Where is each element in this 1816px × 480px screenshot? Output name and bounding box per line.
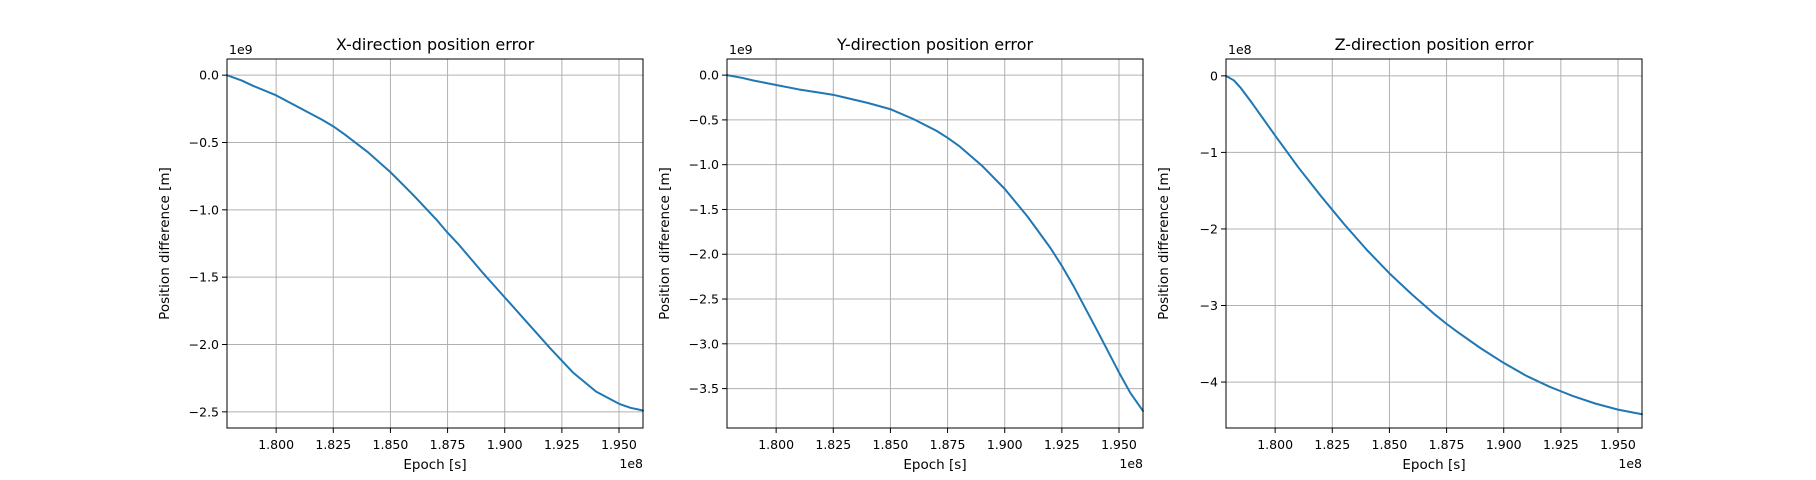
x-tick-label: 1.850	[373, 437, 409, 452]
x-tick-label: 1.875	[430, 437, 466, 452]
y-axis-label: Position difference [m]	[157, 167, 173, 320]
series-line	[226, 74, 644, 412]
x-tick-label: 1.900	[987, 437, 1023, 452]
y-tick-label: −1	[1200, 145, 1218, 160]
subplot-3: 1.800 1.825 1.850 1.875 1.900 1.925 1.950 0 −1 −2…	[1156, 35, 1643, 473]
x-tick-label: 1.875	[930, 437, 966, 452]
y-offset-text: 1e9	[229, 42, 253, 57]
y-offset-text: 1e9	[729, 42, 753, 57]
series-line	[726, 74, 1144, 412]
y-tick-label: 0	[1210, 68, 1218, 83]
x-offset-text: 1e8	[1618, 456, 1642, 471]
y-tick-label: −2.5	[189, 404, 219, 419]
y-tick-label: −1.0	[689, 157, 719, 172]
x-tick-label: 1.900	[1486, 437, 1522, 452]
y-tick-label: −3	[1200, 298, 1218, 313]
y-tick-label: −3.5	[689, 381, 719, 396]
y-tick-label: −1.5	[689, 202, 719, 217]
y-axis-label: Position difference [m]	[657, 167, 673, 320]
x-tick-label: 1.950	[1600, 437, 1636, 452]
x-offset-text: 1e8	[619, 456, 643, 471]
axes-frame	[726, 58, 1144, 429]
y-tick-label: 0.0	[199, 68, 219, 83]
y-tick-label: 0.0	[699, 68, 719, 83]
y-tick-label: −4	[1200, 375, 1218, 390]
x-offset-text: 1e8	[1119, 456, 1143, 471]
axes-frame	[1225, 58, 1643, 429]
x-tick-label: 1.875	[1429, 437, 1465, 452]
chart-title: X-direction position error	[336, 35, 535, 54]
y-tick-label: −2.5	[689, 292, 719, 307]
x-tick-label: 1.925	[1543, 437, 1579, 452]
x-tick-label: 1.925	[544, 437, 580, 452]
y-axis-label: Position difference [m]	[1156, 167, 1172, 320]
y-tick-label: −0.5	[689, 112, 719, 127]
y-tick-label: −1.0	[189, 202, 219, 217]
x-tick-label: 1.800	[758, 437, 794, 452]
subplot-1: 1.800 1.825 1.850 1.875 1.900 1.925 1.950 0.0 −0…	[157, 35, 644, 473]
y-tick-label: −1.5	[189, 270, 219, 285]
x-tick-label: 1.800	[258, 437, 294, 452]
y-offset-text: 1e8	[1228, 42, 1252, 57]
y-tick-label: −3.0	[689, 336, 719, 351]
chart-title: Y-direction position error	[836, 35, 1033, 54]
y-tick-label: −0.5	[189, 135, 219, 150]
subplot-2: 1.800 1.825 1.850 1.875 1.900 1.925 1.950 0.0 −0…	[657, 35, 1144, 473]
x-tick-label: 1.825	[1314, 437, 1350, 452]
x-tick-label: 1.900	[487, 437, 523, 452]
y-tick-label: −2.0	[689, 247, 719, 262]
x-tick-label: 1.825	[315, 437, 351, 452]
x-tick-label: 1.800	[1257, 437, 1293, 452]
chart-title: Z-direction position error	[1335, 35, 1534, 54]
x-tick-label: 1.950	[601, 437, 637, 452]
axes-frame	[226, 58, 644, 429]
y-tick-label: −2.0	[189, 337, 219, 352]
x-tick-label: 1.850	[1372, 437, 1408, 452]
x-axis-label: Epoch [s]	[1402, 457, 1465, 473]
x-axis-label: Epoch [s]	[403, 457, 466, 473]
x-axis-label: Epoch [s]	[903, 457, 966, 473]
y-tick-label: −2	[1200, 221, 1218, 236]
x-tick-label: 1.925	[1044, 437, 1080, 452]
x-tick-label: 1.850	[873, 437, 909, 452]
series-line	[1225, 74, 1643, 416]
x-tick-label: 1.950	[1101, 437, 1137, 452]
x-tick-label: 1.825	[815, 437, 851, 452]
